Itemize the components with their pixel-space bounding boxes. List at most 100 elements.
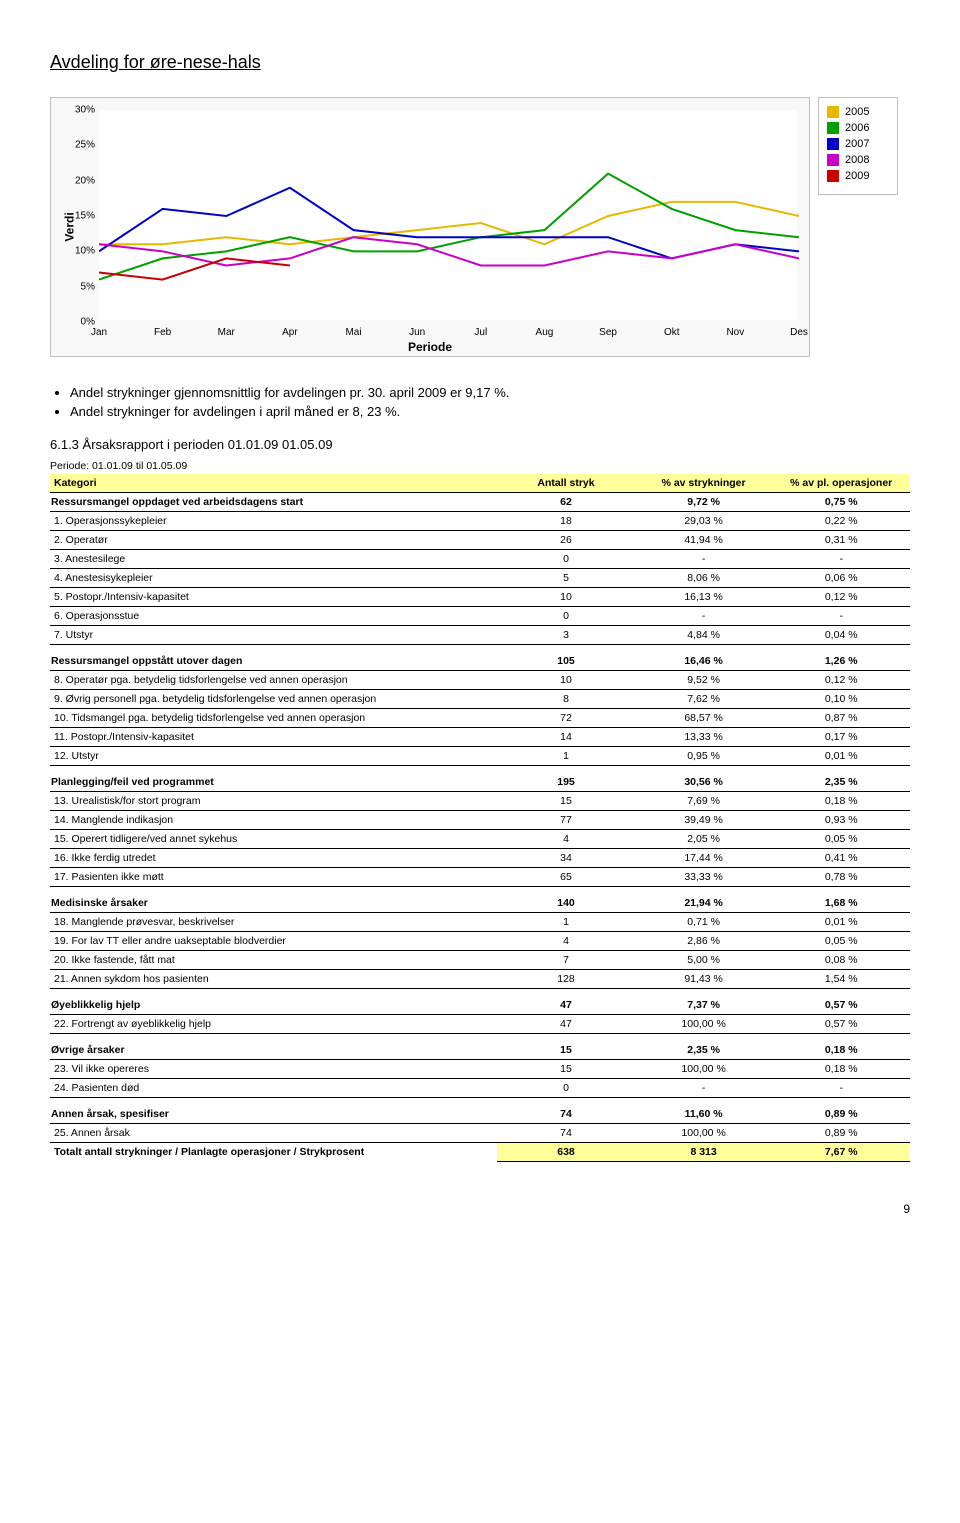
x-tick: Jun [409,327,425,338]
legend-label: 2009 [845,170,869,182]
table-cell: 26 [497,531,635,550]
legend-swatch [827,170,839,182]
table-cell: 0,05 % [772,830,910,849]
table-row: 7. Utstyr34,84 %0,04 % [50,626,910,645]
y-tick: 0% [63,317,95,328]
legend-swatch [827,138,839,150]
table-cell: - [635,550,773,569]
x-axis-label: Periode [408,340,452,354]
table-cell: 62 [497,493,635,512]
table-cell: 4. Anestesisykepleier [50,569,497,588]
x-tick: Jul [474,327,487,338]
table-row: 15. Operert tidligere/ved annet sykehus4… [50,830,910,849]
table-cell: 16,46 % [635,645,773,671]
table-cell: Ressursmangel oppdaget ved arbeidsdagens… [50,493,497,512]
legend-item: 2008 [827,154,889,166]
table-cell: 18. Manglende prøvesvar, beskrivelser [50,913,497,932]
table-cell: 5 [497,569,635,588]
table-cell: 34 [497,849,635,868]
table-row: 17. Pasienten ikke møtt6533,33 %0,78 % [50,868,910,887]
table-cell: 1. Operasjonssykepleier [50,512,497,531]
table-cell: 0,57 % [772,989,910,1015]
table-cell: 1,68 % [772,887,910,913]
bullet-item: Andel strykninger gjennomsnittlig for av… [70,385,910,400]
table-cell: 33,33 % [635,868,773,887]
table-cell: 7,69 % [635,792,773,811]
table-cell: 0,10 % [772,690,910,709]
table-cell: 0,75 % [772,493,910,512]
table-cell: Kategori [50,474,497,493]
legend-item: 2007 [827,138,889,150]
table-cell: % av pl. operasjoner [772,474,910,493]
table-cell: 0,71 % [635,913,773,932]
chart-line [99,258,290,279]
legend-label: 2007 [845,138,869,150]
table-cell: Planlegging/feil ved programmet [50,766,497,792]
table-cell: 3. Anestesilege [50,550,497,569]
table-cell: 24. Pasienten død [50,1079,497,1098]
table-cell: 195 [497,766,635,792]
table-row: 8. Operatør pga. betydelig tidsforlengel… [50,671,910,690]
table-cell: 3 [497,626,635,645]
table-row: 13. Urealistisk/for stort program157,69 … [50,792,910,811]
table-row: 22. Fortrengt av øyeblikkelig hjelp47100… [50,1015,910,1034]
chart-line [99,237,799,265]
table-cell: 128 [497,970,635,989]
table-cell: 39,49 % [635,811,773,830]
table-cell: 2,35 % [772,766,910,792]
table-cell: 47 [497,1015,635,1034]
summary-bullets: Andel strykninger gjennomsnittlig for av… [70,385,910,419]
category-row: Annen årsak, spesifiser7411,60 %0,89 % [50,1098,910,1124]
table-row: 20. Ikke fastende, fått mat75,00 %0,08 % [50,951,910,970]
table-cell: - [635,607,773,626]
table-row: 23. Vil ikke opereres15100,00 %0,18 % [50,1060,910,1079]
y-tick: 30% [63,105,95,116]
table-cell: Medisinske årsaker [50,887,497,913]
table-cell: 1,54 % [772,970,910,989]
legend-item: 2006 [827,122,889,134]
table-cell: 0,31 % [772,531,910,550]
table-cell: Annen årsak, spesifiser [50,1098,497,1124]
table-cell: 0,01 % [772,913,910,932]
table-cell: 0,04 % [772,626,910,645]
table-cell: 0 [497,550,635,569]
table-cell: - [772,1079,910,1098]
table-cell: 22. Fortrengt av øyeblikkelig hjelp [50,1015,497,1034]
table-cell: 91,43 % [635,970,773,989]
table-row: 1. Operasjonssykepleier1829,03 %0,22 % [50,512,910,531]
table-cell: Antall stryk [497,474,635,493]
table-header: KategoriAntall stryk% av strykninger% av… [50,474,910,493]
table-cell: - [772,607,910,626]
table-cell: Øyeblikkelig hjelp [50,989,497,1015]
y-tick: 10% [63,246,95,257]
legend-swatch [827,122,839,134]
table-cell: 1,26 % [772,645,910,671]
table-cell: 17. Pasienten ikke møtt [50,868,497,887]
table-cell: 0,93 % [772,811,910,830]
table-cell: 0,87 % [772,709,910,728]
y-tick: 15% [63,211,95,222]
table-cell: 68,57 % [635,709,773,728]
table-cell: 41,94 % [635,531,773,550]
table-cell: 18 [497,512,635,531]
table-cell: 17,44 % [635,849,773,868]
x-tick: Okt [664,327,680,338]
table-cell: 140 [497,887,635,913]
table-cell: 16. Ikke ferdig utredet [50,849,497,868]
table-cell: 0,57 % [772,1015,910,1034]
table-cell: 29,03 % [635,512,773,531]
table-cell: 77 [497,811,635,830]
chart-container: Verdi Periode 0%5%10%15%20%25%30%JanFebM… [50,97,910,357]
table-cell: 11,60 % [635,1098,773,1124]
table-row: 9. Øvrig personell pga. betydelig tidsfo… [50,690,910,709]
table-row: 11. Postopr./Intensiv-kapasitet1413,33 %… [50,728,910,747]
table-cell: 2. Operatør [50,531,497,550]
table-row: 18. Manglende prøvesvar, beskrivelser10,… [50,913,910,932]
table-cell: 7. Utstyr [50,626,497,645]
table-cell: 47 [497,989,635,1015]
legend-swatch [827,154,839,166]
table-cell: 0,89 % [772,1098,910,1124]
x-tick: Nov [726,327,744,338]
table-cell: 105 [497,645,635,671]
table-cell: 65 [497,868,635,887]
